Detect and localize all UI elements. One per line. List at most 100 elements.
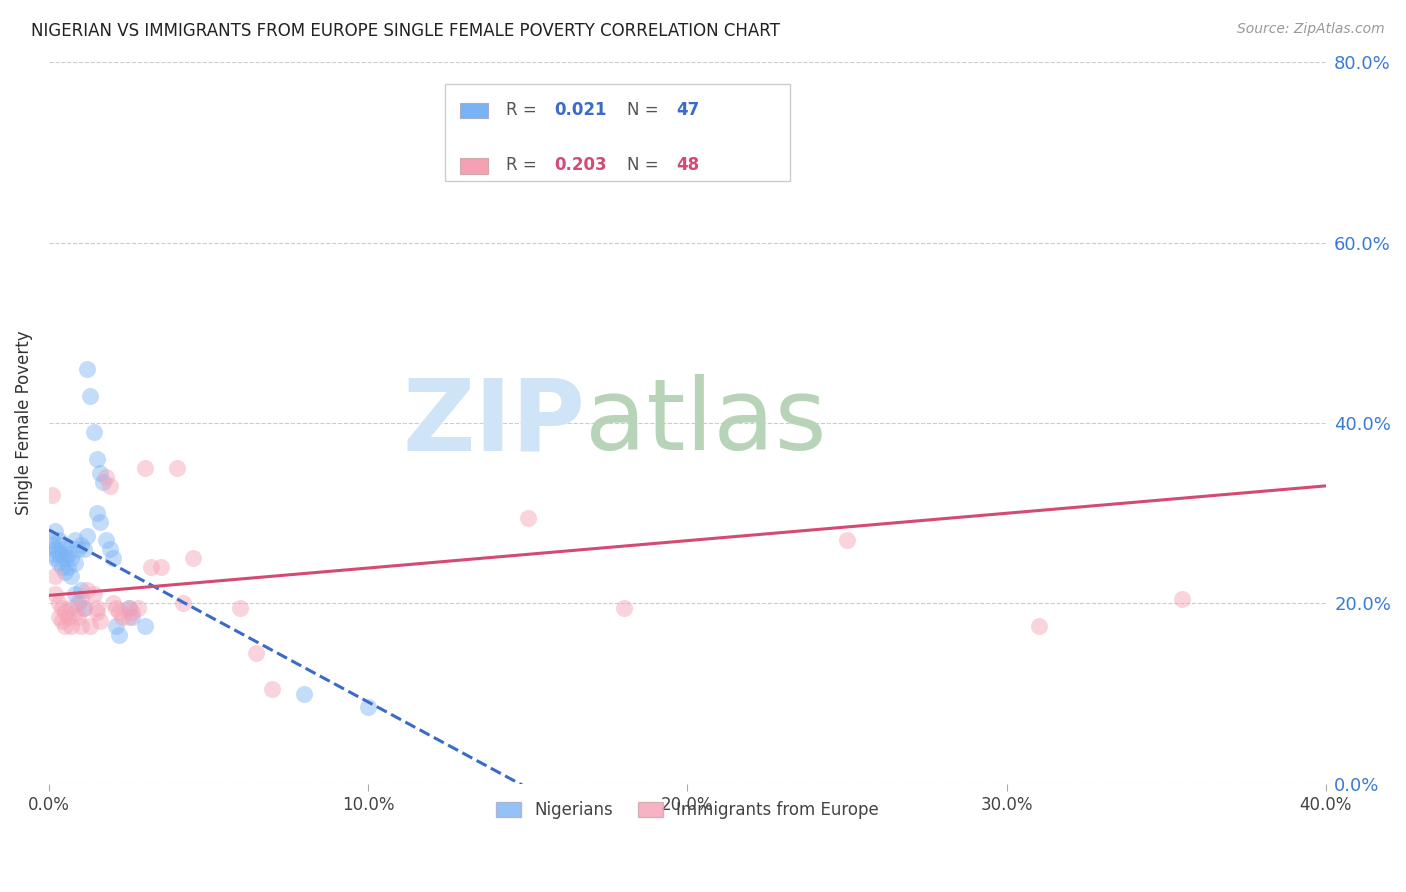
Point xyxy=(89,515,111,529)
Point xyxy=(229,600,252,615)
Point xyxy=(105,600,128,615)
Point xyxy=(60,600,83,615)
Point xyxy=(79,389,101,403)
Point xyxy=(83,425,105,439)
Point xyxy=(172,596,194,610)
Point xyxy=(139,560,162,574)
Point xyxy=(48,547,70,561)
Point xyxy=(66,610,89,624)
Point xyxy=(73,600,96,615)
Point xyxy=(41,547,63,561)
Point xyxy=(86,452,108,467)
Text: R =: R = xyxy=(506,156,543,174)
Point xyxy=(98,542,121,557)
Text: N =: N = xyxy=(627,101,664,119)
Text: NIGERIAN VS IMMIGRANTS FROM EUROPE SINGLE FEMALE POVERTY CORRELATION CHART: NIGERIAN VS IMMIGRANTS FROM EUROPE SINGL… xyxy=(31,22,780,40)
FancyBboxPatch shape xyxy=(444,84,790,181)
Point xyxy=(53,605,76,619)
Text: 47: 47 xyxy=(676,101,699,119)
Point xyxy=(79,619,101,633)
Point xyxy=(66,542,89,557)
Point xyxy=(76,361,98,376)
Point xyxy=(101,551,124,566)
Point xyxy=(51,560,73,574)
Point xyxy=(121,610,143,624)
Point xyxy=(262,681,284,696)
Point xyxy=(53,619,76,633)
Point xyxy=(41,533,63,548)
Text: ZIP: ZIP xyxy=(402,375,585,472)
Point xyxy=(51,538,73,552)
Point xyxy=(63,533,86,548)
Text: 0.021: 0.021 xyxy=(554,101,607,119)
Point xyxy=(41,488,63,502)
Point xyxy=(96,533,118,548)
Point xyxy=(73,600,96,615)
Point xyxy=(83,587,105,601)
Point xyxy=(51,547,73,561)
Point xyxy=(96,470,118,484)
Point xyxy=(149,560,172,574)
Point xyxy=(86,506,108,520)
Point xyxy=(53,542,76,557)
Point xyxy=(108,605,131,619)
Point xyxy=(66,596,89,610)
Point xyxy=(612,600,634,615)
Point xyxy=(89,466,111,480)
Point xyxy=(44,551,66,566)
Point xyxy=(76,582,98,597)
Point xyxy=(134,461,156,475)
Point xyxy=(70,582,93,597)
Point xyxy=(245,646,267,660)
Point xyxy=(48,596,70,610)
Point xyxy=(89,615,111,629)
Point xyxy=(53,551,76,566)
Text: R =: R = xyxy=(506,101,543,119)
Point xyxy=(60,619,83,633)
Point xyxy=(101,596,124,610)
Point xyxy=(53,565,76,579)
Point xyxy=(44,542,66,557)
Point xyxy=(292,687,315,701)
Point xyxy=(118,600,141,615)
Text: Source: ZipAtlas.com: Source: ZipAtlas.com xyxy=(1237,22,1385,37)
Text: 48: 48 xyxy=(676,156,699,174)
Point xyxy=(44,569,66,583)
Point xyxy=(73,542,96,557)
Point xyxy=(56,547,79,561)
Point xyxy=(91,475,114,489)
Point xyxy=(60,569,83,583)
Text: 0.203: 0.203 xyxy=(554,156,607,174)
Point xyxy=(86,605,108,619)
Point xyxy=(63,556,86,570)
Point xyxy=(48,610,70,624)
Point xyxy=(357,700,380,714)
Point xyxy=(51,615,73,629)
Point xyxy=(1171,591,1194,606)
Point xyxy=(48,556,70,570)
Point xyxy=(98,479,121,493)
Point xyxy=(41,538,63,552)
Point xyxy=(118,600,141,615)
Point xyxy=(835,533,858,548)
Point xyxy=(56,560,79,574)
Point xyxy=(86,600,108,615)
Point xyxy=(1028,619,1050,633)
Text: N =: N = xyxy=(627,156,664,174)
Point xyxy=(709,109,731,123)
Point xyxy=(516,510,538,524)
Y-axis label: Single Female Poverty: Single Female Poverty xyxy=(15,331,32,516)
Point xyxy=(127,600,149,615)
Point xyxy=(118,610,141,624)
Point xyxy=(105,619,128,633)
Point xyxy=(60,551,83,566)
Point xyxy=(121,605,143,619)
FancyBboxPatch shape xyxy=(460,158,488,174)
Point xyxy=(181,551,204,566)
Text: atlas: atlas xyxy=(585,375,827,472)
Point xyxy=(48,533,70,548)
Point xyxy=(63,605,86,619)
Point xyxy=(44,524,66,538)
Point xyxy=(76,529,98,543)
Point xyxy=(44,587,66,601)
